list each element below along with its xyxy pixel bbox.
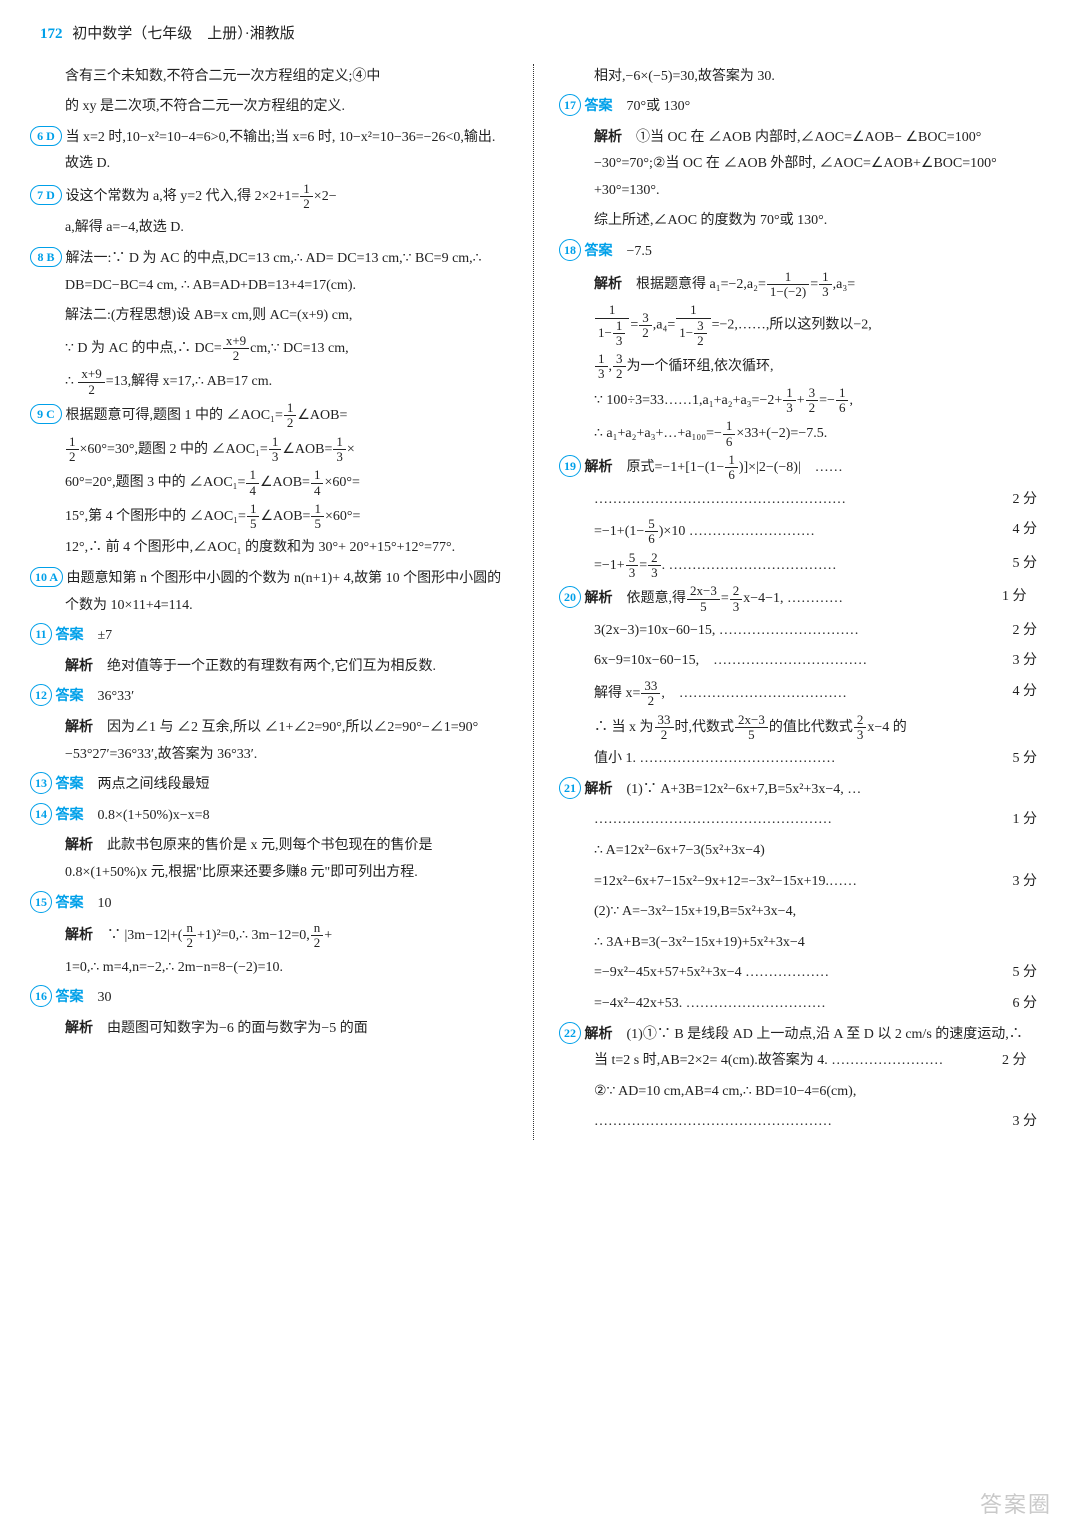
q20-cont: ∴ 当 x 为332时,代数式2x−35的值比代数式23x−4 的 bbox=[559, 713, 1037, 743]
q13: 13 答案 两点之间线段最短 bbox=[30, 772, 508, 799]
q22-cont: ②∵ AD=10 cm,AB=4 cm,∴ BD=10−4=6(cm), bbox=[559, 1079, 1037, 1106]
q15: 15 答案 10 bbox=[30, 891, 508, 918]
q17-exp: 解析 ①当 OC 在 ∠AOB 内部时,∠AOC=∠AOB− ∠BOC=100°… bbox=[559, 125, 1037, 205]
q18-cont: 11−13=32,a₄=11−32=−2,……,所以这列数以−2, bbox=[559, 303, 1037, 348]
q15-exp: 解析 ∵ |3m−12|+(n2+1)²=0,∴ 3m−12=0,n2+ bbox=[30, 921, 508, 951]
q19: 19 解析 原式=−1+[1−(1−16)]×|2−(−8)| …… bbox=[559, 453, 1037, 483]
q9-cont: 15°,第 4 个图形中的 ∠AOC₁=15∠AOB=15×60°= bbox=[30, 502, 508, 532]
q20: 20 解析 依题意,得2x−35=23x−4−1, ………… 1 分 bbox=[559, 584, 1037, 614]
q20-num: 20 bbox=[559, 586, 581, 608]
q22-num: 22 bbox=[559, 1022, 581, 1044]
q6: 6 D 当 x=2 时,10−x²=10−4=6>0,不输出;当 x=6 时, … bbox=[30, 125, 508, 178]
q18-exp: 解析 根据题意得 a₁=−2,a₂=11−(−2)=13,a₃= bbox=[559, 270, 1037, 300]
q12-exp: 解析 因为∠1 与 ∠2 互余,所以 ∠1+∠2=90°,所以∠2=90°−∠1… bbox=[30, 715, 508, 768]
q21-cont: =−9x²−45x+57+5x²+3x−4 ……………… 5 分 bbox=[559, 960, 1037, 987]
q19-cont: =−1+(1−56)×10 ……………………… 4 分 bbox=[559, 517, 1037, 547]
q14-exp: 解析 此款书包原来的售价是 x 元,则每个书包现在的售价是 0.8×(1+50%… bbox=[30, 833, 508, 886]
q18: 18 答案 −7.5 bbox=[559, 239, 1037, 266]
q8-cont: ∴ x+92=13,解得 x=17,∴ AB=17 cm. bbox=[30, 367, 508, 397]
q7: 7 D 设这个常数为 a,将 y=2 代入,得 2×2+1=12×2− bbox=[30, 182, 508, 212]
q16-num: 16 bbox=[30, 985, 52, 1007]
q14: 14 答案 0.8×(1+50%)x−x=8 bbox=[30, 803, 508, 830]
q21-cont: =−4x²−42x+53. ………………………… 6 分 bbox=[559, 991, 1037, 1018]
q10: 10 A 由题意知第 n 个图形中小圆的个数为 n(n+1)+ 4,故第 10 … bbox=[30, 566, 508, 619]
q6-num: 6 D bbox=[30, 126, 62, 146]
q19-score: ……………………………………………… 2 分 bbox=[559, 487, 1037, 514]
page-header: 172 初中数学（七年级 上册）·湘教版 bbox=[30, 20, 1037, 49]
q19-num: 19 bbox=[559, 455, 581, 477]
q7-num: 7 D bbox=[30, 185, 62, 205]
intro-line: 含有三个未知数,不符合二元一次方程组的定义;④中 bbox=[30, 64, 508, 91]
q12: 12 答案 36°33′ bbox=[30, 684, 508, 711]
q18-cont: ∴ a₁+a₂+a₃+…+a₁₀₀=−16×33+(−2)=−7.5. bbox=[559, 419, 1037, 449]
q18-cont: 13,32为一个循环组,依次循环, bbox=[559, 352, 1037, 382]
q21-score: …………………………………………… 1 分 bbox=[559, 807, 1037, 834]
cont-line: 相对,−6×(−5)=30,故答案为 30. bbox=[559, 64, 1037, 91]
q22-score: …………………………………………… 3 分 bbox=[559, 1109, 1037, 1136]
q8: 8 B 解法一:∵ D 为 AC 的中点,DC=13 cm,∴ AD= DC=1… bbox=[30, 246, 508, 299]
q17-num: 17 bbox=[559, 94, 581, 116]
q22: 22 解析 (1)①∵ B 是线段 AD 上一动点,沿 A 至 D 以 2 cm… bbox=[559, 1022, 1037, 1075]
q17: 17 答案 70°或 130° bbox=[559, 94, 1037, 121]
q9-cont: 12×60°=30°,题图 2 中的 ∠AOC₁=13∠AOB=13× bbox=[30, 435, 508, 465]
q18-cont: ∵ 100÷3=33……1,a₁+a₂+a₃=−2+13+32=−16, bbox=[559, 386, 1037, 416]
q18-num: 18 bbox=[559, 239, 581, 261]
page-number: 172 bbox=[40, 26, 63, 42]
content-columns: 含有三个未知数,不符合二元一次方程组的定义;④中 的 xy 是二次项,不符合二元… bbox=[30, 64, 1037, 1140]
q8-cont: ∵ D 为 AC 的中点,∴ DC=x+92cm,∵ DC=13 cm, bbox=[30, 334, 508, 364]
left-column: 含有三个未知数,不符合二元一次方程组的定义;④中 的 xy 是二次项,不符合二元… bbox=[30, 64, 508, 1140]
q11-exp: 解析 绝对值等于一个正数的有理数有两个,它们互为相反数. bbox=[30, 654, 508, 681]
q12-num: 12 bbox=[30, 684, 52, 706]
q9: 9 C 根据题意可得,题图 1 中的 ∠AOC₁=12∠AOB= bbox=[30, 401, 508, 431]
q21-num: 21 bbox=[559, 777, 581, 799]
q15-cont: 1=0,∴ m=4,n=−2,∴ 2m−n=8−(−2)=10. bbox=[30, 955, 508, 982]
page-title: 初中数学（七年级 上册）·湘教版 bbox=[72, 26, 295, 42]
watermark: 答案圈 bbox=[980, 1484, 1052, 1526]
q15-num: 15 bbox=[30, 891, 52, 913]
right-column: 相对,−6×(−5)=30,故答案为 30. 17 答案 70°或 130° 解… bbox=[559, 64, 1037, 1140]
q9-num: 9 C bbox=[30, 404, 62, 424]
q7-cont: a,解得 a=−4,故选 D. bbox=[30, 215, 508, 242]
q20-cont: 6x−9=10x−60−15, …………………………… 3 分 bbox=[559, 648, 1037, 675]
q11-num: 11 bbox=[30, 623, 52, 645]
q21-cont: ∴ A=12x²−6x+7−3(5x²+3x−4) bbox=[559, 838, 1037, 865]
q11: 11 答案 ±7 bbox=[30, 623, 508, 650]
q20-cont: 3(2x−3)=10x−60−15, ………………………… 2 分 bbox=[559, 618, 1037, 645]
q21: 21 解析 (1)∵ A+3B=12x²−6x+7,B=5x²+3x−4, … bbox=[559, 777, 1037, 804]
q9-cont: 12°,∴ 前 4 个图形中,∠AOC₁ 的度数和为 30°+ 20°+15°+… bbox=[30, 535, 508, 562]
q21-cont: ∴ 3A+B=3(−3x²−15x+19)+5x²+3x−4 bbox=[559, 930, 1037, 957]
column-divider bbox=[533, 64, 534, 1140]
q20-cont: 值小 1. …………………………………… 5 分 bbox=[559, 746, 1037, 773]
q14-num: 14 bbox=[30, 803, 52, 825]
intro-line: 的 xy 是二次项,不符合二元一次方程组的定义. bbox=[30, 94, 508, 121]
q13-num: 13 bbox=[30, 772, 52, 794]
q16: 16 答案 30 bbox=[30, 985, 508, 1012]
q19-cont: =−1+53=23. ……………………………… 5 分 bbox=[559, 551, 1037, 581]
q16-exp: 解析 由题图可知数字为−6 的面与数字为−5 的面 bbox=[30, 1016, 508, 1043]
q8-num: 8 B bbox=[30, 247, 62, 267]
q21-cont: =12x²−6x+7−15x²−9x+12=−3x²−15x+19.…… 3 分 bbox=[559, 869, 1037, 896]
q6-text: 当 x=2 时,10−x²=10−4=6>0,不输出;当 x=6 时, 10−x… bbox=[65, 130, 495, 172]
q21-cont: (2)∵ A=−3x²−15x+19,B=5x²+3x−4, bbox=[559, 899, 1037, 926]
q8-cont: 解法二:(方程思想)设 AB=x cm,则 AC=(x+9) cm, bbox=[30, 303, 508, 330]
q17-cont: 综上所述,∠AOC 的度数为 70°或 130°. bbox=[559, 208, 1037, 235]
q20-cont: 解得 x=332, ……………………………… 4 分 bbox=[559, 679, 1037, 709]
q10-num: 10 A bbox=[30, 567, 63, 587]
q9-cont: 60°=20°,题图 3 中的 ∠AOC₁=14∠AOB=14×60°= bbox=[30, 468, 508, 498]
